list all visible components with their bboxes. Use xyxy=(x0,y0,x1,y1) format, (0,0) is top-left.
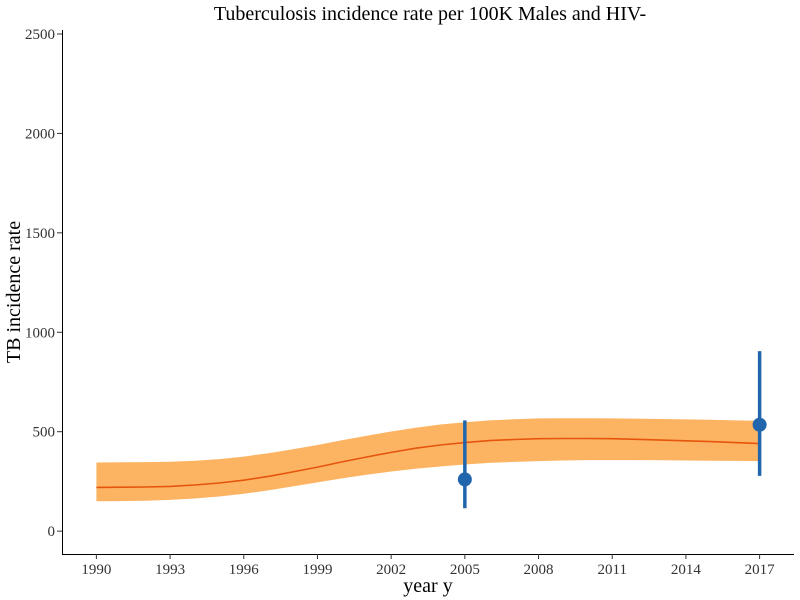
estimate-line xyxy=(96,437,760,489)
y-tick-label: 2000 xyxy=(25,126,55,142)
x-axis-label: year y xyxy=(403,575,452,597)
y-axis-label: TB incidence rate xyxy=(3,221,25,363)
chart-title: Tuberculosis incidence rate per 100K Mal… xyxy=(214,3,646,25)
y-tick-label: 1000 xyxy=(25,325,55,341)
x-tick-label: 1993 xyxy=(155,562,185,578)
x-tick-label: 1996 xyxy=(229,562,260,578)
plot-area xyxy=(96,351,767,509)
x-tick-label: 2005 xyxy=(450,562,480,578)
x-axis-ticks: 1990 1993 1996 1999 2002 2005 2008 2011 2014 2017 xyxy=(81,554,775,578)
y-tick-label: 1500 xyxy=(25,226,55,242)
x-tick-label: 2017 xyxy=(745,562,776,578)
y-tick-label: 2500 xyxy=(25,27,55,43)
data-point xyxy=(752,417,767,432)
x-tick-label: 1990 xyxy=(81,562,111,578)
x-tick-label: 2008 xyxy=(524,562,554,578)
x-tick-label: 2014 xyxy=(671,562,702,578)
y-axis-ticks: 0 500 1000 1500 2000 2500 xyxy=(25,27,62,540)
data-point xyxy=(457,472,472,487)
x-tick-label: 2002 xyxy=(376,562,406,578)
x-tick-label: 2011 xyxy=(598,562,627,578)
y-tick-label: 500 xyxy=(33,425,56,441)
y-tick-label: 0 xyxy=(48,524,56,540)
confidence-band xyxy=(96,418,760,502)
x-tick-label: 1999 xyxy=(302,562,332,578)
